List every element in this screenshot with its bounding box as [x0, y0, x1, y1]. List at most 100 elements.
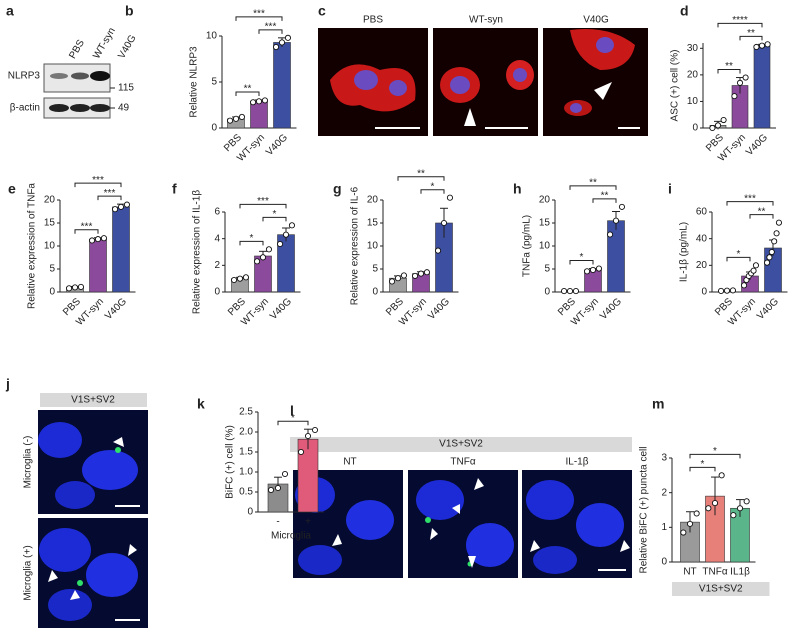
- data-point: [595, 265, 603, 272]
- footer-label: V1S+SV2: [699, 584, 743, 595]
- significance-bracket: [739, 35, 763, 41]
- image-label: TNFα: [450, 457, 475, 468]
- arrowhead: [474, 478, 484, 490]
- significance-bracket: [262, 216, 287, 222]
- bar: [250, 101, 268, 129]
- data-point: [768, 248, 775, 256]
- nucleus: [55, 481, 95, 509]
- data-point: [720, 116, 727, 124]
- nucleus: [416, 480, 464, 520]
- data-point: [274, 484, 282, 492]
- y-tick-label: 10: [539, 241, 551, 252]
- data-point: [758, 42, 766, 49]
- nucleus: [346, 500, 394, 540]
- panel-letter: k: [197, 396, 205, 412]
- marker-label: 115: [118, 83, 134, 94]
- data-point: [230, 276, 238, 284]
- band: [49, 104, 69, 112]
- y-tick-label: 20: [367, 195, 379, 206]
- data-point: [249, 99, 257, 106]
- panel-letter: m: [652, 396, 664, 412]
- significance-label: ****: [732, 15, 748, 26]
- y-tick-label: 10: [44, 241, 56, 252]
- significance-bracket: [239, 203, 287, 209]
- band: [50, 73, 68, 79]
- x-tick-label: V40G: [264, 132, 290, 158]
- x-tick-label: V40G: [598, 296, 624, 322]
- y-tick-label: 40: [696, 233, 708, 244]
- arrowhead: [594, 82, 612, 100]
- nucleus: [466, 523, 514, 567]
- data-point: [434, 247, 442, 254]
- data-point: [278, 39, 286, 46]
- data-point: [607, 231, 614, 238]
- significance-label: *: [737, 249, 741, 260]
- data-point: [236, 275, 244, 282]
- y-axis-label: Relative expression of IL-6: [350, 186, 361, 305]
- image-label: WT-syn: [469, 15, 503, 26]
- y-axis-label: Relative expression of TNFa: [27, 183, 38, 309]
- y-tick-label: 10: [367, 241, 379, 252]
- arrowhead: [530, 540, 540, 552]
- y-tick-label: 60: [696, 207, 708, 218]
- significance-bracket: [749, 214, 774, 219]
- data-point: [705, 505, 712, 512]
- image-label: PBS: [363, 15, 383, 26]
- nucleus: [596, 37, 614, 53]
- nucleus: [48, 589, 92, 621]
- data-point: [284, 34, 292, 41]
- data-point: [753, 43, 760, 51]
- data-point: [394, 275, 402, 282]
- y-axis-label: Relative NLRP3: [189, 46, 200, 118]
- bar: [112, 206, 130, 293]
- image-label: NT: [343, 457, 356, 468]
- significance-bracket: [397, 176, 445, 181]
- nucleus: [513, 68, 527, 82]
- y-tick-label: 3: [661, 453, 667, 464]
- data-point: [281, 470, 289, 478]
- data-point: [117, 203, 125, 210]
- data-point: [561, 288, 568, 295]
- arrowhead: [70, 590, 80, 600]
- bar: [753, 45, 771, 129]
- significance-label: **: [244, 84, 252, 95]
- arrowhead: [48, 570, 58, 582]
- y-tick-label: 5: [211, 77, 217, 88]
- data-point: [752, 262, 760, 269]
- arrowhead: [620, 540, 630, 552]
- data-point: [255, 98, 263, 105]
- data-point: [718, 472, 725, 479]
- data-point: [730, 512, 737, 519]
- band: [90, 104, 110, 112]
- significance-bracket: [726, 256, 751, 262]
- data-point: [572, 288, 580, 295]
- micrograph-panel: c PBS WT-syn V40G: [318, 3, 648, 136]
- data-point: [589, 266, 597, 273]
- data-point: [253, 258, 261, 265]
- x-tick-label: V40G: [744, 132, 770, 158]
- data-point: [714, 122, 722, 129]
- x-tick-label: -: [276, 517, 279, 528]
- footer-bar: [672, 582, 770, 596]
- data-point: [766, 254, 773, 261]
- data-point: [400, 272, 408, 279]
- data-point: [265, 246, 273, 253]
- data-point: [259, 254, 267, 261]
- data-point: [304, 432, 312, 440]
- data-point: [736, 505, 744, 512]
- lane-label: PBS: [67, 38, 87, 61]
- panel-letter: d: [680, 3, 689, 19]
- significance-label: **: [725, 61, 733, 72]
- panel-letter: l: [290, 403, 294, 419]
- image-label: IL-1β: [566, 457, 589, 468]
- lane-label: V40G: [116, 33, 138, 61]
- y-tick-label: 6: [214, 207, 220, 218]
- data-point: [288, 222, 296, 229]
- y-tick-label: 5: [372, 264, 378, 275]
- image-label: Microglia (+): [23, 545, 34, 600]
- significance-label: **: [417, 168, 425, 179]
